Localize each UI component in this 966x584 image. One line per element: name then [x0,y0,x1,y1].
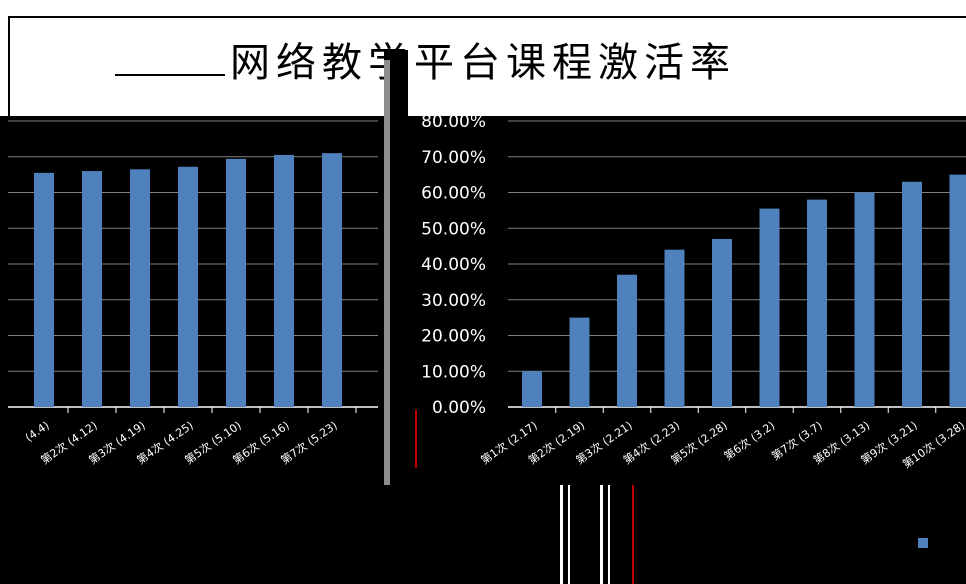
y-tick-label: 80.00% [421,112,486,132]
bar [274,154,294,407]
bar [854,192,875,407]
bar [322,153,342,407]
right-chart: 0.00% 10.00% 20.00% 30.00% 40.00% 50.00% 60.00… [421,112,966,471]
bar [178,166,198,407]
artifact-stripe [415,410,417,468]
category-label: 第6次 (3.2) [721,418,777,463]
y-tick-label: 20.00% [421,327,486,347]
artifact-stripe [608,485,610,584]
bar [949,174,966,407]
left-chart: (4.4)第2次 (4.12)第3次 (4.19)第4次 (4.25)第5次 (… [8,120,378,467]
chart-divider [384,60,390,485]
artifact-stripe [568,485,570,584]
frame-top-border [8,16,966,18]
category-label: (4.4) [23,419,52,445]
y-tick-label: 40.00% [421,255,486,275]
bar [130,169,150,407]
bar [664,249,685,407]
y-tick-label: 60.00% [421,184,486,204]
title-underline [115,74,225,76]
bar [569,317,590,407]
title-band: 网络教学平台课程激活率 [0,0,966,116]
bar [522,371,542,407]
page-title: 网络教学平台课程激活率 [230,40,736,86]
y-tick-label: 0.00% [432,398,486,418]
bar [902,181,922,407]
bar [82,171,102,407]
y-tick-label: 10.00% [421,362,486,382]
legend [918,538,934,548]
bar [34,172,54,407]
y-tick-label: 70.00% [421,148,486,168]
y-tick-label: 50.00% [421,219,486,239]
artifact-stripe [632,485,634,584]
bar [807,199,827,407]
artifact-stripe [600,485,603,584]
frame-left-border [8,16,10,116]
legend-swatch [918,538,928,548]
bar [759,208,780,407]
bar [226,158,246,407]
y-tick-label: 30.00% [421,291,486,311]
artifact-stripe [560,485,563,584]
bar [712,238,732,407]
bar [617,274,637,407]
